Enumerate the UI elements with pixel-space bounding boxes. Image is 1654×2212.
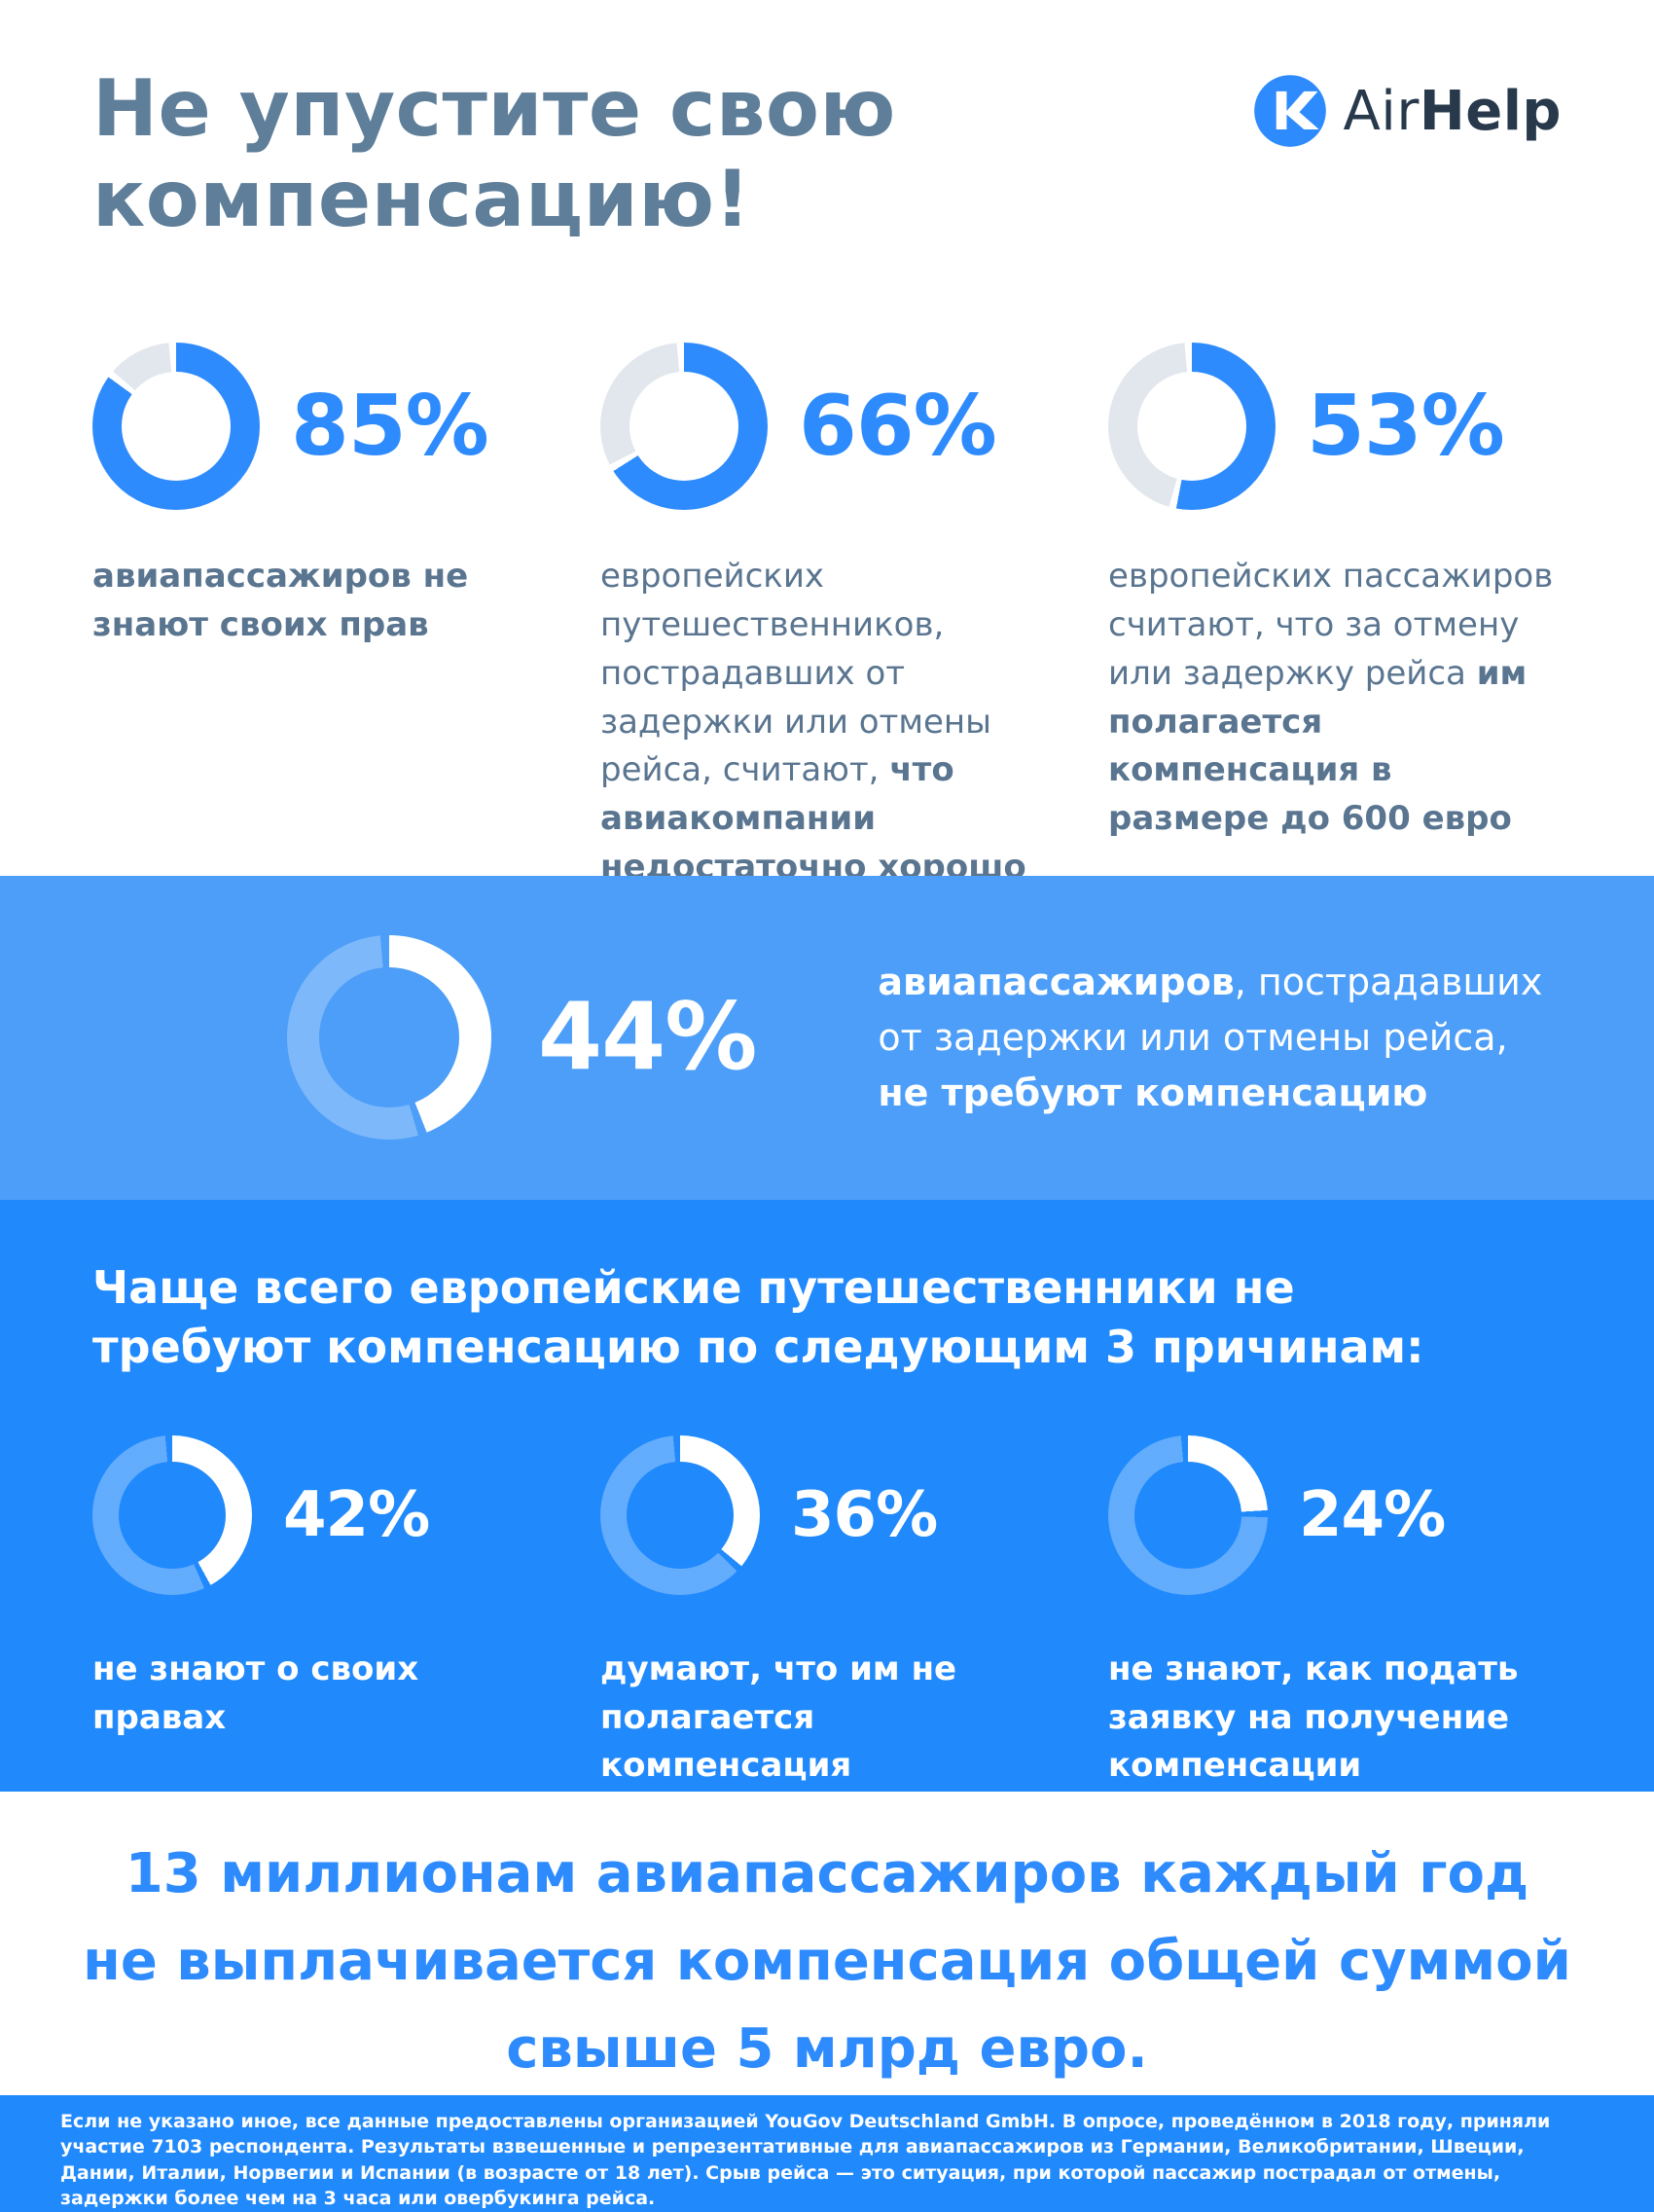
donut-chart-42	[92, 1435, 252, 1596]
reason-24-head: 24%	[1108, 1435, 1562, 1596]
donut-chart-24	[1108, 1435, 1268, 1596]
airhelp-logo-text: AirHelp	[1343, 80, 1562, 143]
logo-text-air: Air	[1343, 79, 1420, 143]
page-title-line1: Не упустите свою	[92, 63, 896, 154]
reason-36-percent: 36%	[791, 1479, 938, 1552]
summary-line1: 13 миллионам авиапассажиров каждый год	[125, 1842, 1529, 1906]
footer-section: Если не указано иное, все данные предост…	[0, 2094, 1654, 2212]
reason-42-head: 42%	[92, 1435, 546, 1596]
stat-53-percent: 53%	[1307, 377, 1505, 475]
airhelp-logo-icon	[1253, 74, 1327, 148]
reason-36: 36% думают, что им не полагается компенс…	[600, 1435, 1054, 1790]
stat-85: 85% авиапассажиров не знают своих прав	[92, 342, 546, 1039]
stat-85-caption: авиапассажиров не знают своих прав	[92, 556, 469, 644]
summary-line2: не выплачивается компенсация общей суммо…	[83, 1929, 1571, 1993]
reason-36-caption: думают, что им не полагается компенсация	[600, 1650, 957, 1785]
stat-53-head: 53%	[1108, 342, 1562, 510]
reasons-heading-line2: требуют компенсацию по следующим 3 причи…	[92, 1321, 1424, 1374]
stat-66-percent: 66%	[799, 377, 997, 475]
header-top-row: Не упустите свою компенсацию! AirHelp	[92, 63, 1562, 245]
donut-chart-66	[600, 342, 768, 510]
summary-line3: свыше 5 млрд евро.	[506, 2016, 1148, 2081]
reason-42: 42% не знают о своих правах	[92, 1435, 546, 1790]
reason-42-percent: 42%	[283, 1479, 430, 1552]
footer-disclaimer-text: Если не указано иное, все данные предост…	[60, 2110, 1551, 2210]
airhelp-logo: AirHelp	[1253, 74, 1562, 148]
dont-claim-band: 44% авиапассажиров, пострадавших от заде…	[0, 876, 1654, 1200]
reasons-band: Чаще всего европейские путешественники н…	[0, 1199, 1654, 1793]
stat-53: 53% европейских пассажиров считают, что …	[1108, 342, 1562, 1039]
page-title: Не упустите свою компенсацию!	[92, 63, 896, 245]
stat-44-percent: 44%	[538, 984, 757, 1092]
donut-chart-53	[1108, 342, 1276, 510]
donut-chart-85	[92, 342, 260, 510]
top-stats-row: 85% авиапассажиров не знают своих прав 6…	[92, 342, 1562, 1039]
reasons-stats-row: 42% не знают о своих правах 36% думают, …	[92, 1435, 1562, 1790]
reason-24-percent: 24%	[1299, 1479, 1446, 1552]
donut-chart-36	[600, 1435, 760, 1596]
logo-text-help: Help	[1419, 79, 1562, 143]
stat-44-caption: авиапассажиров, пострадавших от задержки…	[878, 960, 1543, 1114]
reason-36-head: 36%	[600, 1435, 1054, 1596]
reasons-heading-line1: Чаще всего европейские путешественники н…	[92, 1260, 1295, 1314]
donut-chart-44	[287, 935, 491, 1141]
stat-66-head: 66%	[600, 342, 1054, 510]
header-section: Не упустите свою компенсацию! AirHelp 85…	[0, 0, 1654, 1033]
stat-53-caption: европейских пассажиров считают, что за о…	[1108, 556, 1554, 839]
stat-85-head: 85%	[92, 342, 546, 510]
summary-statement-section: 13 миллионам авиапассажиров каждый год н…	[0, 1792, 1654, 2095]
reason-24-caption: не знают, как подать заявку на получение…	[1108, 1650, 1519, 1785]
reason-42-caption: не знают о своих правах	[92, 1650, 419, 1737]
reason-24: 24% не знают, как подать заявку на получ…	[1108, 1435, 1562, 1790]
page-title-line2: компенсацию!	[92, 153, 751, 244]
summary-statement: 13 миллионам авиапассажиров каждый год н…	[0, 1831, 1654, 2092]
stat-85-percent: 85%	[291, 377, 489, 475]
reasons-heading: Чаще всего европейские путешественники н…	[92, 1258, 1562, 1377]
